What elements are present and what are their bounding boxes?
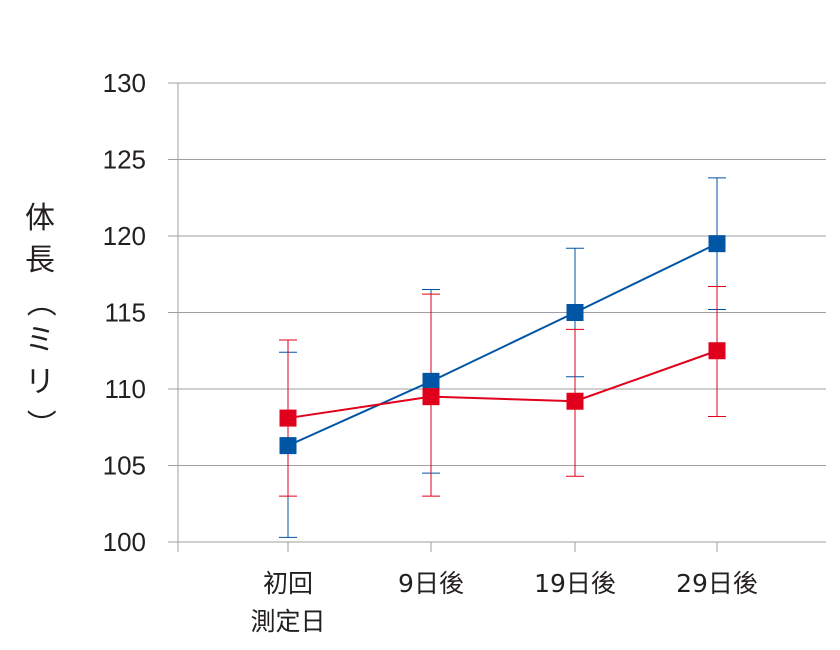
y-tick-label: 115 <box>105 298 146 328</box>
data-point <box>422 388 440 406</box>
y-tick-label: 125 <box>103 145 146 175</box>
y-tick-label: 105 <box>103 451 146 481</box>
y-axis-label-char: 長 <box>25 243 55 278</box>
x-tick-label: 9日後 <box>398 569 464 598</box>
data-point <box>279 437 297 455</box>
data-point <box>279 409 297 427</box>
x-tick-label-line: 初回 <box>263 569 313 598</box>
y-tick-label: 120 <box>103 221 146 251</box>
series-line-2 <box>287 349 718 420</box>
y-axis-label-char: 体 <box>25 201 55 236</box>
series-lines <box>287 242 718 447</box>
data-point <box>566 304 584 321</box>
y-tick-label: 110 <box>105 374 146 404</box>
series-markers <box>279 235 726 455</box>
y-axis-label-char: （ <box>22 287 57 317</box>
data-point <box>566 392 584 410</box>
y-axis-label-char: ） <box>22 409 57 439</box>
y-axis-label: 体長 （ ミリ ） <box>22 201 57 439</box>
gridlines <box>168 82 826 543</box>
x-tick-label: 初回測定日 <box>250 569 325 636</box>
data-point <box>422 372 440 390</box>
data-point <box>708 235 726 253</box>
y-tick-label: 130 <box>103 68 146 98</box>
x-tick-label-line: 測定日 <box>250 607 325 636</box>
x-tick-label: 19日後 <box>534 569 616 598</box>
error-bars <box>279 177 726 538</box>
series-line-1 <box>287 242 718 447</box>
y-tick-label: 100 <box>103 527 146 557</box>
x-tick-label-line: 9日後 <box>398 569 464 598</box>
x-tick-label-line: 19日後 <box>534 569 616 598</box>
data-point <box>708 342 726 360</box>
x-axis-ticks: 初回測定日 9日後 19日後 29日後 <box>250 542 758 636</box>
y-axis-ticks: 100 105 110 115 120 125 130 <box>103 68 146 557</box>
x-tick-label-line: 29日後 <box>676 569 758 598</box>
x-tick-label: 29日後 <box>676 569 758 598</box>
y-axis-label-char: リ <box>25 365 55 400</box>
y-axis-label-char: ミ <box>25 323 55 358</box>
